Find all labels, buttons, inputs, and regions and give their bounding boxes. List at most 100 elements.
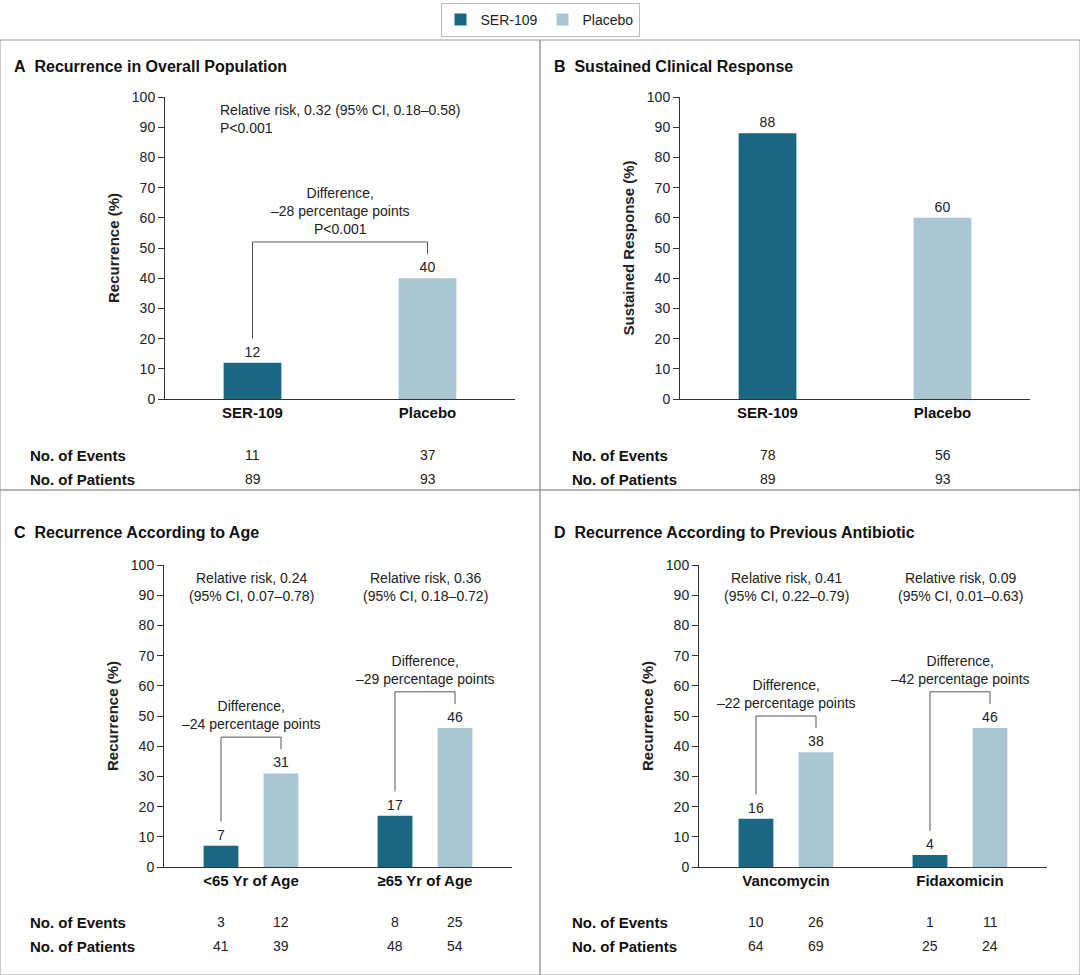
svg-text:69: 69 — [808, 938, 824, 954]
svg-text:Difference,–24 percentage poin: Difference,–24 percentage points — [182, 698, 321, 732]
svg-text:0: 0 — [681, 859, 689, 875]
svg-text:0: 0 — [147, 391, 155, 407]
svg-text:Sustained Response (%): Sustained Response (%) — [620, 160, 637, 335]
svg-text:≥65 Yr of Age: ≥65 Yr of Age — [378, 872, 473, 889]
svg-text:16: 16 — [748, 800, 764, 816]
svg-text:40: 40 — [420, 259, 436, 275]
svg-text:40: 40 — [140, 270, 156, 286]
svg-text:10: 10 — [139, 829, 155, 845]
svg-text:50: 50 — [655, 240, 671, 256]
svg-text:SER-109: SER-109 — [737, 404, 798, 421]
svg-text:46: 46 — [447, 709, 463, 725]
svg-text:54: 54 — [447, 938, 463, 954]
svg-text:56: 56 — [935, 447, 951, 463]
svg-text:38: 38 — [808, 733, 824, 749]
svg-text:78: 78 — [760, 447, 776, 463]
svg-text:No. of Events: No. of Events — [572, 914, 668, 931]
svg-text:24: 24 — [982, 938, 998, 954]
svg-text:Relative risk, 0.36(95% CI, 0.: Relative risk, 0.36(95% CI, 0.18–0.72) — [363, 570, 488, 604]
svg-text:60: 60 — [140, 210, 156, 226]
svg-text:31: 31 — [273, 754, 289, 770]
svg-text:No. of Events: No. of Events — [572, 447, 668, 464]
svg-text:60: 60 — [655, 210, 671, 226]
svg-text:Difference,–22 percentage poin: Difference,–22 percentage points — [717, 677, 856, 711]
svg-text:Recurrence (%): Recurrence (%) — [104, 661, 121, 771]
svg-text:No. of Events: No. of Events — [30, 447, 126, 464]
svg-text:90: 90 — [655, 119, 671, 135]
svg-text:D Recurrence According to Pre: D Recurrence According to Previous Antib… — [554, 524, 915, 541]
svg-text:100: 100 — [647, 89, 671, 105]
svg-text:No. of Patients: No. of Patients — [30, 471, 135, 488]
svg-text:10: 10 — [140, 361, 156, 377]
svg-text:60: 60 — [139, 678, 155, 694]
svg-text:12: 12 — [245, 344, 261, 360]
svg-text:10: 10 — [674, 829, 690, 845]
svg-text:93: 93 — [420, 471, 436, 487]
svg-text:88: 88 — [760, 114, 776, 130]
svg-text:60: 60 — [674, 678, 690, 694]
svg-text:46: 46 — [982, 709, 998, 725]
svg-text:90: 90 — [674, 587, 690, 603]
svg-text:50: 50 — [140, 240, 156, 256]
svg-text:1: 1 — [926, 914, 934, 930]
svg-text:40: 40 — [139, 738, 155, 754]
svg-text:40: 40 — [655, 270, 671, 286]
svg-text:64: 64 — [748, 938, 764, 954]
svg-text:50: 50 — [674, 708, 690, 724]
svg-text:B Sustained Clinical Response: B Sustained Clinical Response — [554, 58, 793, 75]
svg-text:25: 25 — [447, 914, 463, 930]
svg-text:Relative risk, 0.41(95% CI, 0.: Relative risk, 0.41(95% CI, 0.22–0.79) — [724, 570, 849, 604]
svg-text:0: 0 — [146, 859, 154, 875]
svg-text:Relative risk, 0.32 (95% CI, 0: Relative risk, 0.32 (95% CI, 0.18–0.58)P… — [220, 102, 460, 136]
svg-text:Vancomycin: Vancomycin — [742, 872, 830, 889]
svg-text:41: 41 — [213, 938, 229, 954]
svg-text:80: 80 — [674, 617, 690, 633]
svg-text:4: 4 — [926, 836, 934, 852]
svg-text:Placebo: Placebo — [399, 404, 457, 421]
svg-text:Recurrence (%): Recurrence (%) — [639, 661, 656, 771]
svg-text:C Recurrence According to Age: C Recurrence According to Age — [14, 524, 259, 541]
svg-text:70: 70 — [655, 180, 671, 196]
svg-text:Placebo: Placebo — [914, 404, 972, 421]
svg-text:40: 40 — [674, 738, 690, 754]
svg-text:Difference,–29 percentage poin: Difference,–29 percentage points — [356, 653, 495, 687]
svg-text:60: 60 — [935, 199, 951, 215]
svg-text:70: 70 — [140, 180, 156, 196]
svg-text:80: 80 — [140, 149, 156, 165]
svg-text:10: 10 — [655, 361, 671, 377]
svg-text:37: 37 — [420, 447, 436, 463]
svg-text:SER-109: SER-109 — [222, 404, 283, 421]
svg-text:SER-109: SER-109 — [481, 12, 538, 28]
svg-text:100: 100 — [131, 557, 155, 573]
svg-text:30: 30 — [655, 300, 671, 316]
svg-text:80: 80 — [655, 149, 671, 165]
svg-text:12: 12 — [273, 914, 289, 930]
svg-text:90: 90 — [140, 119, 156, 135]
svg-text:<65 Yr of Age: <65 Yr of Age — [203, 872, 298, 889]
svg-text:Difference,–42 percentage poin: Difference,–42 percentage points — [891, 653, 1030, 687]
svg-text:0: 0 — [662, 391, 670, 407]
svg-text:3: 3 — [217, 914, 225, 930]
svg-text:17: 17 — [387, 797, 403, 813]
svg-text:30: 30 — [139, 768, 155, 784]
svg-text:No. of Events: No. of Events — [30, 914, 126, 931]
svg-text:Relative risk, 0.09(95% CI, 0.: Relative risk, 0.09(95% CI, 0.01–0.63) — [898, 570, 1023, 604]
svg-text:89: 89 — [245, 471, 261, 487]
svg-text:A Recurrence in Overall Popul: A Recurrence in Overall Population — [14, 58, 287, 75]
svg-text:11: 11 — [245, 447, 260, 463]
svg-text:30: 30 — [674, 768, 690, 784]
svg-text:Relative risk, 0.24(95% CI, 0.: Relative risk, 0.24(95% CI, 0.07–0.78) — [189, 570, 314, 604]
svg-text:7: 7 — [217, 827, 225, 843]
svg-text:90: 90 — [139, 587, 155, 603]
svg-text:100: 100 — [132, 89, 156, 105]
svg-text:93: 93 — [935, 471, 951, 487]
svg-text:20: 20 — [655, 331, 671, 347]
svg-text:25: 25 — [922, 938, 938, 954]
svg-text:8: 8 — [391, 914, 399, 930]
svg-text:26: 26 — [808, 914, 824, 930]
svg-text:70: 70 — [674, 648, 690, 664]
svg-text:50: 50 — [139, 708, 155, 724]
svg-text:10: 10 — [748, 914, 764, 930]
svg-text:Recurrence (%): Recurrence (%) — [105, 193, 122, 303]
svg-text:11: 11 — [983, 914, 998, 930]
